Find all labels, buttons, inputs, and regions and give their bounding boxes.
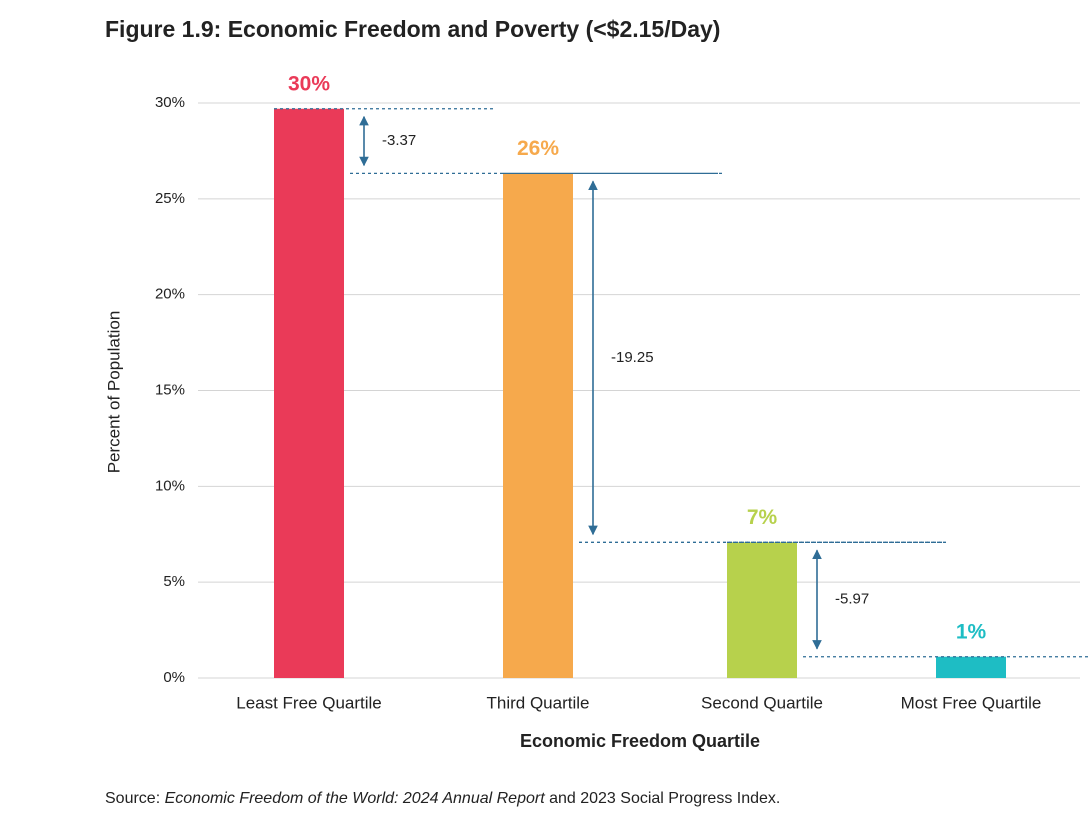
x-tick-label: Most Free Quartile: [901, 693, 1042, 712]
difference-label: -3.37: [382, 132, 416, 149]
y-tick-label: 25%: [155, 190, 185, 207]
y-tick-label: 20%: [155, 286, 185, 303]
chart-title: Figure 1.9: Economic Freedom and Poverty…: [105, 16, 720, 42]
x-axis-title: Economic Freedom Quartile: [520, 731, 760, 751]
bar: [727, 542, 797, 678]
bar: [503, 173, 573, 678]
difference-label: -5.97: [835, 590, 869, 607]
x-tick-label: Third Quartile: [487, 693, 590, 712]
y-tick-label: 30%: [155, 94, 185, 111]
x-tick-label: Second Quartile: [701, 693, 823, 712]
bar: [936, 656, 1006, 678]
y-tick-label: 0%: [163, 669, 185, 686]
y-tick-label: 15%: [155, 381, 185, 398]
y-axis-title: Percent of Population: [104, 311, 123, 474]
source-note: Source: Economic Freedom of the World: 2…: [105, 790, 780, 807]
value-label: 30%: [288, 72, 330, 95]
value-label: 26%: [517, 137, 559, 160]
value-label: 7%: [747, 506, 778, 529]
y-tick-label: 5%: [163, 573, 185, 590]
source-prefix: Source:: [105, 790, 165, 807]
source-suffix: and 2023 Social Progress Index.: [545, 790, 781, 807]
x-tick-label: Least Free Quartile: [236, 693, 382, 712]
bar: [274, 108, 344, 678]
difference-label: -19.25: [611, 349, 654, 366]
source-title: Economic Freedom of the World: 2024 Annu…: [165, 790, 546, 807]
value-label: 1%: [956, 620, 987, 643]
y-tick-label: 10%: [155, 477, 185, 494]
